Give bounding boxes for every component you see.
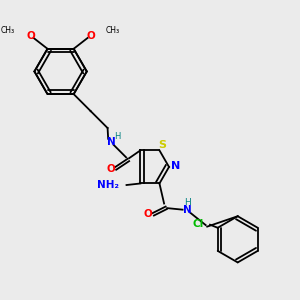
- Text: N: N: [107, 137, 116, 147]
- Text: H: H: [184, 198, 191, 207]
- Text: Cl: Cl: [193, 219, 204, 229]
- Text: O: O: [143, 209, 152, 219]
- Text: O: O: [26, 32, 35, 41]
- Text: NH₂: NH₂: [97, 180, 119, 190]
- Text: CH₃: CH₃: [106, 26, 120, 35]
- Text: O: O: [86, 32, 95, 41]
- Text: N: N: [170, 161, 180, 171]
- Text: H: H: [114, 132, 121, 141]
- Text: CH₃: CH₃: [1, 26, 15, 35]
- Text: N: N: [183, 205, 192, 215]
- Text: S: S: [158, 140, 166, 150]
- Text: O: O: [107, 164, 116, 174]
